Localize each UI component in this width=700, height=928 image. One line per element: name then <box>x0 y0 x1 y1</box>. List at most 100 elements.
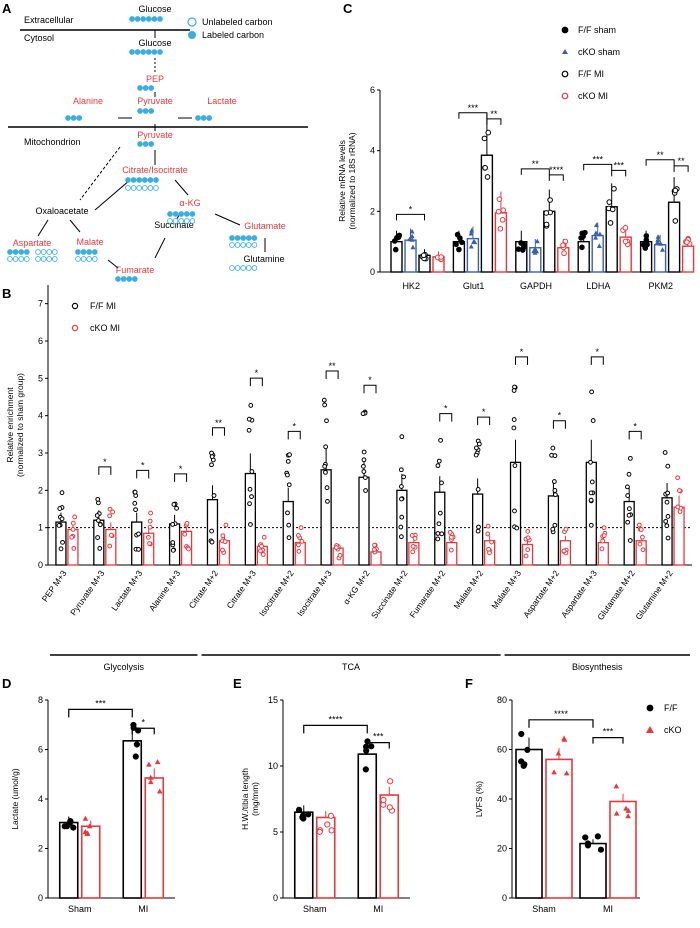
carbon-dot <box>18 249 25 255</box>
carbon-dot <box>65 115 71 121</box>
chart-b-point <box>665 514 671 519</box>
carbon-dot <box>240 242 247 248</box>
chart-c-point <box>534 238 540 244</box>
chart-b-x-label-fumarate-m-2: Fumarate M+2 <box>407 568 447 619</box>
chart-c-x-label-pkm2: PKM2 <box>649 281 674 291</box>
chart-b-bar-malate-m-3-f-f-mi <box>509 461 522 566</box>
carbon-dot <box>35 256 41 262</box>
chart-b-point <box>209 528 214 534</box>
chart-c-significance-bracket <box>396 213 425 221</box>
chart-f-legend-marker <box>646 704 654 712</box>
chart-b-significance-label: ** <box>329 361 337 371</box>
chart-b-point <box>247 486 253 492</box>
carbon-dot <box>147 177 154 183</box>
chart-c-point <box>611 185 617 192</box>
chart-c-point <box>643 233 650 239</box>
chart-f-bar-mi-cko <box>609 800 637 899</box>
chart-b-point <box>489 539 494 545</box>
chart-b-bar-glutamine-m-2-f-f-mi <box>661 497 673 566</box>
chart-e-significance-bracket <box>303 724 368 734</box>
chart-e-y-tick-label: 0 <box>273 893 278 903</box>
chart-b-point <box>447 529 453 535</box>
metabolite-akg: α-KG <box>179 198 200 208</box>
chart-b-point <box>561 548 567 554</box>
chart-b-x-label-isocitrate-m-3: Isocitrate M+3 <box>295 568 334 618</box>
carbon-dot <box>51 256 58 262</box>
chart-b-x-label-alanine-m-3: Alanine M+3 <box>147 568 183 613</box>
chart-c-legend-marker <box>561 70 569 78</box>
carbon-dot <box>86 256 93 262</box>
chart-b-point <box>147 518 153 524</box>
chart-e-bar-mi-f-f <box>357 753 378 899</box>
chart-b-point <box>322 402 328 408</box>
chart-c-legend-label: F/F MI <box>578 69 604 79</box>
chart-b-point <box>552 453 558 459</box>
chart-b-x-label-lactate-m-3: Lactate M+3 <box>109 568 144 612</box>
chart-b-bar-aspartate-m-3-f-f-mi <box>585 461 597 566</box>
carbon-dot <box>12 249 19 255</box>
carbon-dot <box>130 177 137 183</box>
carbon-dot <box>148 108 155 114</box>
carbon-dot <box>46 249 53 255</box>
chart-b-legend-label: F/F MI <box>90 301 116 311</box>
carbon-dot <box>131 276 138 282</box>
chart-c-point <box>520 244 527 251</box>
chart-e-x-label-mi: MI <box>373 904 383 914</box>
panel-label-f: F <box>465 676 473 691</box>
chart-e-point <box>295 806 303 813</box>
arrow-akg-glutamate <box>214 213 241 226</box>
chart-b-significance-bracket <box>439 413 453 422</box>
labeled-carbon-icon <box>188 31 196 39</box>
chart-c-significance-label: ** <box>678 156 686 166</box>
chart-c-legend-marker <box>561 92 569 100</box>
chart-b-point <box>662 450 668 455</box>
chart-b-point <box>550 526 556 532</box>
chart-f-legend-label: cKO <box>664 725 682 735</box>
chart-b-significance-label: * <box>520 347 524 357</box>
chart-b-bar-lactate-m-3-f-f-mi <box>131 521 143 566</box>
chart-c-point <box>500 207 507 213</box>
carbon-dot <box>142 108 149 114</box>
metabolite-oxaloacetate: Oxaloacetate <box>35 206 88 216</box>
chart-b-point <box>525 535 531 541</box>
chart-b-point <box>665 490 671 496</box>
chart-b-point <box>337 552 343 558</box>
chart-c-point <box>391 238 398 244</box>
chart-f-significance-label: **** <box>554 709 569 719</box>
carbon-dot <box>40 249 47 255</box>
chart-c-point <box>468 230 474 236</box>
carbon-dot <box>12 256 19 262</box>
chart-b-point <box>398 524 404 530</box>
chart-b-significance-label: * <box>633 421 637 431</box>
carbon-dot <box>195 115 201 121</box>
chart-f-bar-sham-cko <box>545 758 573 899</box>
chart-b-point <box>525 528 531 534</box>
chart-b-point <box>627 538 633 543</box>
chart-b-point <box>487 550 492 556</box>
chart-b-significance-bracket <box>628 430 642 440</box>
chart-b-point <box>285 510 290 516</box>
chart-c-significance-bracket <box>673 165 689 172</box>
metabolite-pyruvate-mito: Pyruvate <box>137 130 173 140</box>
metabolite-fumarate: Fumarate <box>116 265 155 275</box>
carbon-dot <box>80 256 87 262</box>
carbon-dot <box>229 242 235 248</box>
metabolite-citrate: Citrate/Isocitrate <box>122 165 188 175</box>
chart-b-point <box>258 548 263 554</box>
panel-b: B 0 1 2 3 4 5 6 7 Relative enrichment (normalized… <box>2 285 692 672</box>
chart-b-point <box>146 534 151 540</box>
chart-b-x-label-citrate-m-2: Citrate M+2 <box>187 568 221 610</box>
chart-b-point <box>261 534 267 540</box>
chart-b-point <box>675 475 681 481</box>
chart-c-point <box>438 254 445 260</box>
carbon-dot <box>18 256 25 262</box>
chart-d-bar-sham-f-f <box>58 821 79 899</box>
chart-c-point <box>420 252 427 259</box>
chart-b-point <box>439 531 445 537</box>
chart-c-x-label-glut1: Glut1 <box>463 281 485 291</box>
chart-f-point <box>613 810 620 816</box>
mitochondrion-label: Mitochondrion <box>24 137 81 147</box>
chart-b-point <box>625 493 631 498</box>
chart-f-y-tick-label: 20 <box>497 844 507 854</box>
chart-d-significance-label: * <box>141 717 145 727</box>
